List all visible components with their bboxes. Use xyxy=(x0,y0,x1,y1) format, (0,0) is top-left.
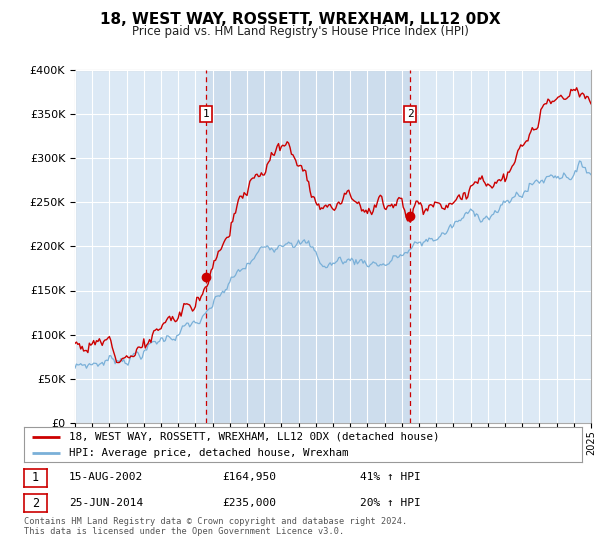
Text: 15-AUG-2002: 15-AUG-2002 xyxy=(69,472,143,482)
Text: £164,950: £164,950 xyxy=(222,472,276,482)
Text: £235,000: £235,000 xyxy=(222,498,276,508)
Bar xyxy=(206,70,410,423)
Text: Contains HM Land Registry data © Crown copyright and database right 2024.: Contains HM Land Registry data © Crown c… xyxy=(24,517,407,526)
Text: Price paid vs. HM Land Registry's House Price Index (HPI): Price paid vs. HM Land Registry's House … xyxy=(131,25,469,38)
Text: 25-JUN-2014: 25-JUN-2014 xyxy=(69,498,143,508)
Text: 1: 1 xyxy=(203,109,209,119)
Text: This data is licensed under the Open Government Licence v3.0.: This data is licensed under the Open Gov… xyxy=(24,528,344,536)
Text: 2: 2 xyxy=(407,109,413,119)
Text: 18, WEST WAY, ROSSETT, WREXHAM, LL12 0DX: 18, WEST WAY, ROSSETT, WREXHAM, LL12 0DX xyxy=(100,12,500,27)
Text: HPI: Average price, detached house, Wrexham: HPI: Average price, detached house, Wrex… xyxy=(68,449,348,458)
Text: 20% ↑ HPI: 20% ↑ HPI xyxy=(360,498,421,508)
Text: 41% ↑ HPI: 41% ↑ HPI xyxy=(360,472,421,482)
Text: 18, WEST WAY, ROSSETT, WREXHAM, LL12 0DX (detached house): 18, WEST WAY, ROSSETT, WREXHAM, LL12 0DX… xyxy=(68,432,439,442)
Text: 1: 1 xyxy=(32,471,39,484)
Text: 2: 2 xyxy=(32,497,39,510)
